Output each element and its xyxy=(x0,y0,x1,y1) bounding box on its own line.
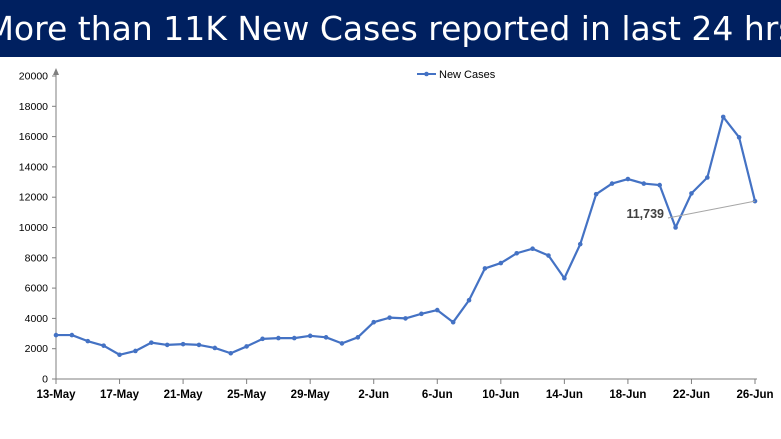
data-point xyxy=(577,241,583,247)
y-axis: 0 2000 4000 6000 8000 10000 12000 14000 16000 180… xyxy=(19,68,59,386)
data-point xyxy=(228,350,234,356)
data-point xyxy=(53,332,59,338)
data-point xyxy=(117,352,122,358)
y-tick-label: 0 xyxy=(42,374,48,386)
data-point xyxy=(514,250,520,256)
legend: New Cases xyxy=(417,69,496,81)
data-point xyxy=(482,266,488,271)
data-point xyxy=(450,319,456,325)
data-point xyxy=(641,181,647,186)
data-point xyxy=(403,316,408,321)
data-point xyxy=(720,114,726,120)
y-axis-arrow xyxy=(53,68,59,75)
data-point xyxy=(212,345,218,351)
callout-label: 11,739 xyxy=(626,207,664,221)
data-point xyxy=(323,335,329,340)
data-point xyxy=(164,342,170,348)
data-point xyxy=(101,343,106,348)
data-point xyxy=(689,191,694,196)
x-tick-label: 25-May xyxy=(227,389,267,401)
y-tick-label: 6000 xyxy=(25,283,49,295)
y-tick-label: 10000 xyxy=(19,222,48,234)
line-chart: 0 2000 4000 6000 8000 10000 12000 14000 16000 180… xyxy=(19,68,774,401)
series-new-cases xyxy=(53,114,758,358)
callout-leader-line xyxy=(667,200,756,219)
data-point xyxy=(307,333,313,339)
x-tick-label: 18-Jun xyxy=(609,389,646,401)
data-point xyxy=(419,311,424,317)
data-point xyxy=(339,341,345,346)
y-tick-label: 2000 xyxy=(25,343,49,355)
data-point xyxy=(244,344,249,349)
x-tick-label: 17-May xyxy=(100,389,140,401)
y-tick-label: 14000 xyxy=(19,161,48,173)
legend-label: New Cases xyxy=(439,69,496,81)
callout: 11,739 xyxy=(626,200,756,221)
x-tick-label: 22-Jun xyxy=(673,389,710,401)
data-point xyxy=(196,342,202,348)
data-point xyxy=(609,181,615,186)
data-point xyxy=(657,182,662,188)
data-point xyxy=(69,332,75,338)
data-point xyxy=(673,225,678,230)
x-tick-label: 21-May xyxy=(164,389,204,401)
data-point xyxy=(562,275,567,281)
data-point xyxy=(387,315,392,320)
data-point xyxy=(180,341,186,347)
data-point xyxy=(85,338,91,344)
data-point xyxy=(705,175,710,180)
legend-swatch-marker xyxy=(424,71,429,77)
data-point xyxy=(133,348,138,354)
x-tick-label: 6-Jun xyxy=(422,389,453,401)
data-point xyxy=(498,260,504,266)
data-point xyxy=(625,176,631,182)
y-tick-label: 20000 xyxy=(19,71,48,83)
x-tick-label: 10-Jun xyxy=(482,389,519,401)
data-point xyxy=(434,307,440,313)
x-axis: 13-May 17-May 21-May 25-May 29-May 2-Jun 6-Jun… xyxy=(37,378,774,401)
data-point xyxy=(276,335,281,341)
chart-title: More than 11K New Cases reported in last… xyxy=(0,9,781,48)
x-tick-label: 29-May xyxy=(291,389,331,401)
data-point xyxy=(593,191,599,197)
x-tick-label: 13-May xyxy=(37,389,77,401)
y-tick-label: 16000 xyxy=(19,131,48,143)
data-point xyxy=(546,253,551,258)
x-tick-label: 2-Jun xyxy=(358,389,389,401)
data-point xyxy=(736,135,742,140)
data-point xyxy=(355,335,361,340)
y-tick-label: 4000 xyxy=(25,313,49,325)
data-point xyxy=(291,335,297,341)
title-banner: More than 11K New Cases reported in last… xyxy=(0,0,781,57)
y-tick-label: 8000 xyxy=(25,252,49,264)
data-point xyxy=(371,319,377,325)
y-tick-label: 18000 xyxy=(19,101,48,113)
y-tick-label: 12000 xyxy=(19,192,48,204)
data-point xyxy=(530,246,535,252)
data-point xyxy=(466,297,472,303)
data-point xyxy=(260,336,265,342)
x-tick-label: 26-Jun xyxy=(736,389,773,401)
x-tick-label: 14-Jun xyxy=(546,389,583,401)
data-point xyxy=(149,340,154,345)
